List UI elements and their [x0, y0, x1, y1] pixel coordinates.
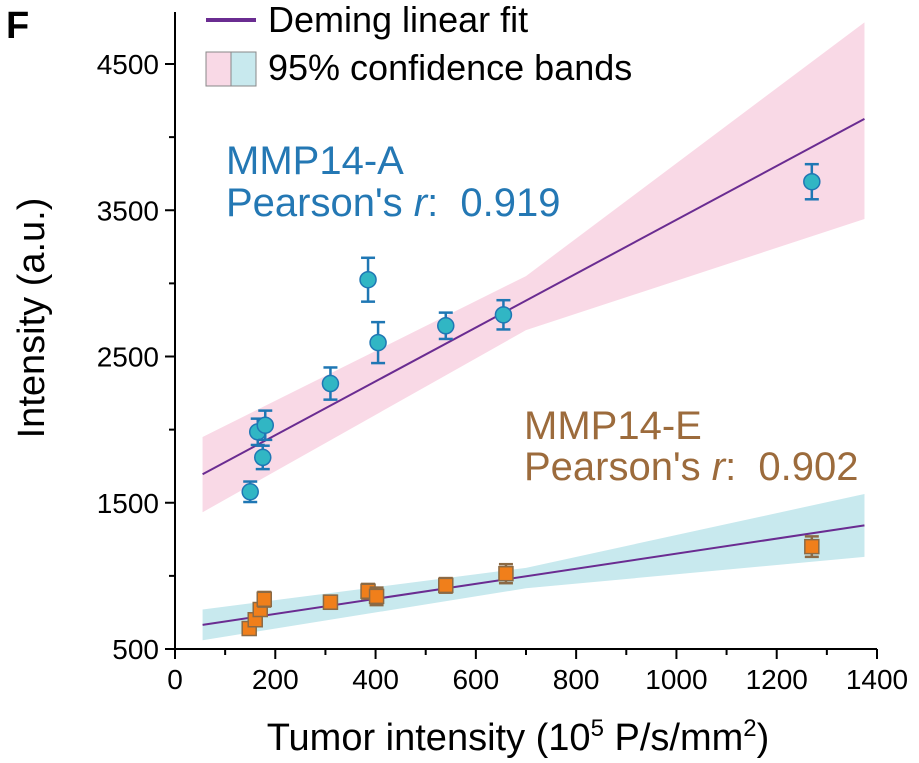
fit-lines	[202, 117, 865, 626]
y-tick-label: 3500	[97, 195, 159, 226]
annotation-e-pearson-value: 0.902	[758, 445, 858, 489]
x-ticks: 0 200 400 600 800 1000 1200 1400	[167, 649, 908, 695]
data-point	[321, 374, 340, 393]
panel-label: F	[6, 5, 29, 47]
annotation-mmp14-a-name: MMP14-A	[226, 139, 404, 183]
x-axis-label-sup2: 2	[743, 715, 756, 742]
data-point	[322, 594, 339, 610]
data-point	[438, 577, 454, 594]
fit-line	[202, 117, 865, 476]
data-point	[256, 416, 275, 434]
data-point	[241, 483, 259, 501]
confidence-band	[202, 493, 865, 641]
fit-line	[202, 524, 865, 626]
x-tick-label: 600	[452, 664, 499, 695]
confidence-band	[202, 22, 865, 513]
data-point	[498, 565, 514, 582]
x-tick-label: 800	[553, 664, 600, 695]
y-tick-label: 2500	[97, 342, 159, 373]
y-tick-label: 1500	[97, 488, 159, 519]
annotation-a-pearson-r: r	[414, 181, 429, 225]
annotation-mmp14-e-pearson: Pearson's r: 0.902	[524, 445, 859, 489]
x-axis-label-sup1: 5	[591, 715, 604, 742]
legend-band-label: 95% confidence bands	[268, 47, 632, 88]
confidence-bands	[202, 22, 865, 641]
data-point	[359, 270, 377, 289]
x-axis-label-mid: P/s/mm	[604, 717, 743, 759]
y-tick-label: 4500	[97, 49, 159, 80]
annotation-mmp14-e-name: MMP14-E	[524, 404, 702, 448]
data-point	[256, 591, 273, 608]
annotation-a-pearson-prefix: Pearson's	[226, 181, 414, 225]
x-tick-label: 1400	[846, 664, 908, 695]
data-point	[804, 538, 820, 555]
annotation-mmp14-a-pearson: Pearson's r: 0.919	[226, 181, 561, 225]
data-point	[437, 317, 455, 335]
data-point	[494, 306, 513, 324]
annotation-a-pearson-sep: :	[427, 181, 460, 225]
annotation-e-pearson-r: r	[712, 445, 727, 489]
x-tick-label: 200	[252, 664, 299, 695]
y-ticks: 500 1500 2500 3500 4500	[97, 49, 175, 665]
x-tick-label: 0	[167, 664, 183, 695]
data-point	[369, 333, 387, 352]
legend-band-swatch-pink	[205, 51, 232, 87]
annotation-e-pearson-prefix: Pearson's	[524, 445, 712, 489]
y-tick-label: 500	[112, 634, 159, 665]
x-tick-label: 400	[352, 664, 399, 695]
x-axis-label: Tumor intensity (105 P/s/mm2)	[267, 715, 770, 759]
annotation-a-pearson-value: 0.919	[460, 181, 560, 225]
annotation-e-pearson-sep: :	[725, 445, 758, 489]
legend-band-swatch-cyan	[230, 51, 257, 87]
data-point	[803, 172, 821, 191]
x-axis-label-end: )	[757, 717, 770, 759]
x-tick-label: 1200	[746, 664, 808, 695]
data-point	[254, 448, 272, 467]
data-point	[368, 588, 385, 605]
y-axis-label: Intensity (a.u.)	[11, 198, 53, 439]
x-tick-label: 1000	[645, 664, 707, 695]
x-axis-label-main: Tumor intensity (10	[267, 717, 591, 759]
legend: Deming linear fit 95% confidence bands	[205, 0, 632, 88]
legend-fit-label: Deming linear fit	[268, 0, 528, 40]
data-points	[241, 162, 821, 637]
